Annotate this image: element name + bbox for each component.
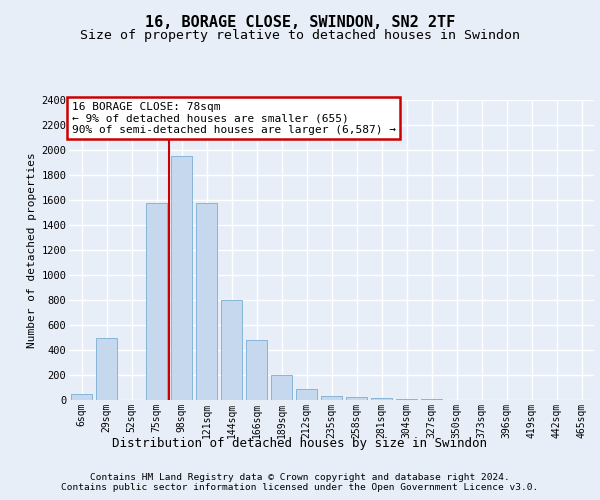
Y-axis label: Number of detached properties: Number of detached properties <box>27 152 37 348</box>
Bar <box>371 398 392 400</box>
Bar <box>146 202 167 400</box>
Text: Contains public sector information licensed under the Open Government Licence v3: Contains public sector information licen… <box>61 484 539 492</box>
Text: 16 BORAGE CLOSE: 78sqm
← 9% of detached houses are smaller (655)
90% of semi-det: 16 BORAGE CLOSE: 78sqm ← 9% of detached … <box>71 102 395 134</box>
Bar <box>71 394 92 400</box>
Text: 16, BORAGE CLOSE, SWINDON, SN2 2TF: 16, BORAGE CLOSE, SWINDON, SN2 2TF <box>145 15 455 30</box>
Bar <box>171 156 192 400</box>
Bar <box>221 300 242 400</box>
Bar <box>296 390 317 400</box>
Text: Distribution of detached houses by size in Swindon: Distribution of detached houses by size … <box>113 438 487 450</box>
Text: Size of property relative to detached houses in Swindon: Size of property relative to detached ho… <box>80 29 520 42</box>
Bar <box>271 375 292 400</box>
Text: Contains HM Land Registry data © Crown copyright and database right 2024.: Contains HM Land Registry data © Crown c… <box>90 472 510 482</box>
Bar <box>346 397 367 400</box>
Bar <box>196 202 217 400</box>
Bar <box>96 338 117 400</box>
Bar <box>321 396 342 400</box>
Bar <box>246 340 267 400</box>
